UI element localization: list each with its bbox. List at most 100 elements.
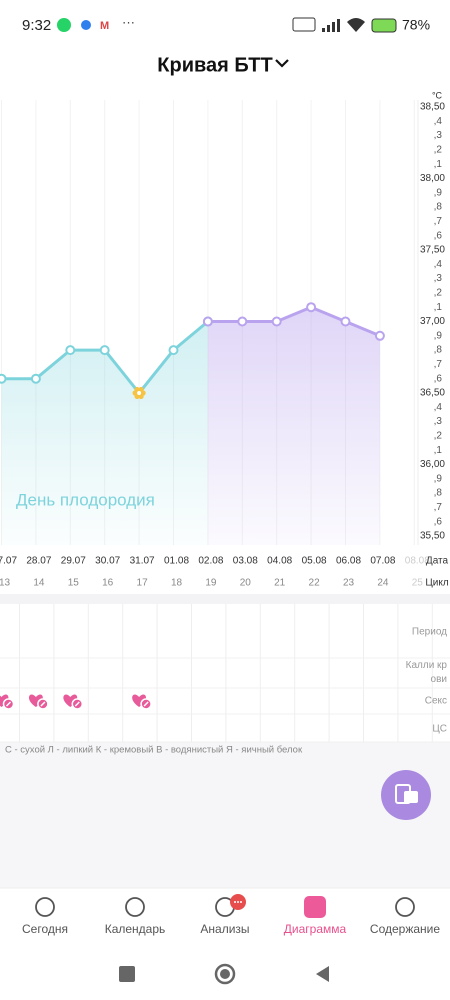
separator <box>0 594 450 604</box>
signal-icon <box>322 19 340 32</box>
date-label: 04.08 <box>267 556 292 567</box>
nav-label[interactable]: Календарь <box>105 922 166 936</box>
y-tick-label: ,2 <box>434 431 443 442</box>
row-label: ЦС <box>432 724 447 735</box>
nav-icon <box>304 896 326 918</box>
area <box>207 307 380 545</box>
date-label: 02.08 <box>198 556 223 567</box>
nav-icon <box>395 897 415 917</box>
date-label: 07.08 <box>370 556 395 567</box>
y-tick-label: ,6 <box>434 230 443 241</box>
y-tick-label: ,7 <box>434 359 443 370</box>
date-axis-label: Дата <box>426 556 449 567</box>
annotation: День плодородия <box>16 490 155 509</box>
point <box>237 316 248 327</box>
share-icon <box>404 791 418 803</box>
point <box>99 345 110 356</box>
y-tick-label: 35,50 <box>420 531 445 542</box>
y-tick-label: ,9 <box>434 473 443 484</box>
y-tick-label: ,3 <box>434 273 443 284</box>
y-tick-label: ,4 <box>434 259 443 270</box>
cycle-day: 18 <box>171 578 183 589</box>
nav-label[interactable]: Сегодня <box>22 922 68 936</box>
dropdown-chevron[interactable] <box>275 59 289 68</box>
y-tick-label: ,8 <box>434 345 443 356</box>
point <box>374 330 385 341</box>
y-tick-label: ,7 <box>434 216 443 227</box>
y-tick-label: ,7 <box>434 502 443 513</box>
point <box>168 345 179 356</box>
point <box>30 373 41 384</box>
home-button[interactable] <box>214 963 236 985</box>
recents-button[interactable] <box>119 966 135 982</box>
sex-badge-mark <box>74 701 80 707</box>
y-tick-label: 36,00 <box>420 459 445 470</box>
point <box>0 373 7 384</box>
y-tick-label: 36,50 <box>420 388 445 399</box>
cycle-day: 16 <box>102 578 114 589</box>
cycle-day: 21 <box>274 578 286 589</box>
cycle-day: 15 <box>68 578 80 589</box>
cycle-day: 22 <box>309 578 321 589</box>
date-label: 08.08 <box>405 556 430 567</box>
sex-badge-mark <box>143 701 149 707</box>
app-icon <box>81 20 91 30</box>
ovulation-marker <box>132 386 146 400</box>
date-label: 06.08 <box>336 556 361 567</box>
y-tick-label: ,1 <box>434 159 443 170</box>
more-icon: ··· <box>122 14 135 29</box>
y-tick-label: 37,50 <box>420 245 445 256</box>
point <box>306 302 317 313</box>
date-label: 28.07 <box>26 556 51 567</box>
page-title[interactable]: Кривая БТТ <box>157 54 272 76</box>
app-icon: M <box>100 20 109 32</box>
cycle-day: 17 <box>137 578 149 589</box>
y-tick-label: ,3 <box>434 416 443 427</box>
nav-label[interactable]: Содержание <box>370 922 440 936</box>
petal <box>134 386 140 393</box>
date-label: 01.08 <box>164 556 189 567</box>
y-tick-label: 38,50 <box>420 102 445 113</box>
y-tick-label: ,1 <box>434 445 443 456</box>
status-time: 9:32 <box>22 17 51 34</box>
y-tick-label: ,8 <box>434 202 443 213</box>
row-label: Калли кр ови <box>405 660 447 685</box>
petal <box>138 393 144 400</box>
area <box>1 321 208 545</box>
y-tick-label: ,4 <box>434 116 443 127</box>
sex-badge-mark <box>40 701 46 707</box>
wifi-icon <box>347 18 365 32</box>
point <box>340 316 351 327</box>
date-label: 29.07 <box>61 556 86 567</box>
y-tick-label: ,2 <box>434 145 443 156</box>
mucus-legend: С - сухой Л - липкий К - кремовый В - во… <box>5 745 303 756</box>
y-tick-label: ,6 <box>434 516 443 527</box>
battery-level: 78% <box>402 17 430 33</box>
y-tick-label: ,6 <box>434 373 443 384</box>
y-tick-label: ,3 <box>434 130 443 141</box>
y-tick-label: ,9 <box>434 187 443 198</box>
date-label: 31.07 <box>130 556 155 567</box>
cycle-day: 25 <box>412 578 424 589</box>
date-label: 05.08 <box>302 556 327 567</box>
badge-dot <box>234 901 236 903</box>
back-button[interactable] <box>316 966 329 982</box>
unit-label: °C <box>432 90 443 100</box>
point <box>271 316 282 327</box>
cycle-day: 13 <box>0 578 10 589</box>
y-tick-label: 37,00 <box>420 316 445 327</box>
cycle-day: 24 <box>377 578 389 589</box>
cycle-day: 19 <box>205 578 217 589</box>
point <box>202 316 213 327</box>
y-tick-label: ,8 <box>434 488 443 499</box>
nav-label[interactable]: Анализы <box>200 922 249 936</box>
date-label: 27.07 <box>0 556 17 567</box>
petal <box>138 386 144 393</box>
badge-dot <box>240 901 242 903</box>
battery-icon <box>371 18 397 33</box>
cycle-day: 14 <box>33 578 45 589</box>
nav-label[interactable]: Диаграмма <box>284 922 347 936</box>
y-tick-label: ,4 <box>434 402 443 413</box>
home-button <box>220 969 230 979</box>
